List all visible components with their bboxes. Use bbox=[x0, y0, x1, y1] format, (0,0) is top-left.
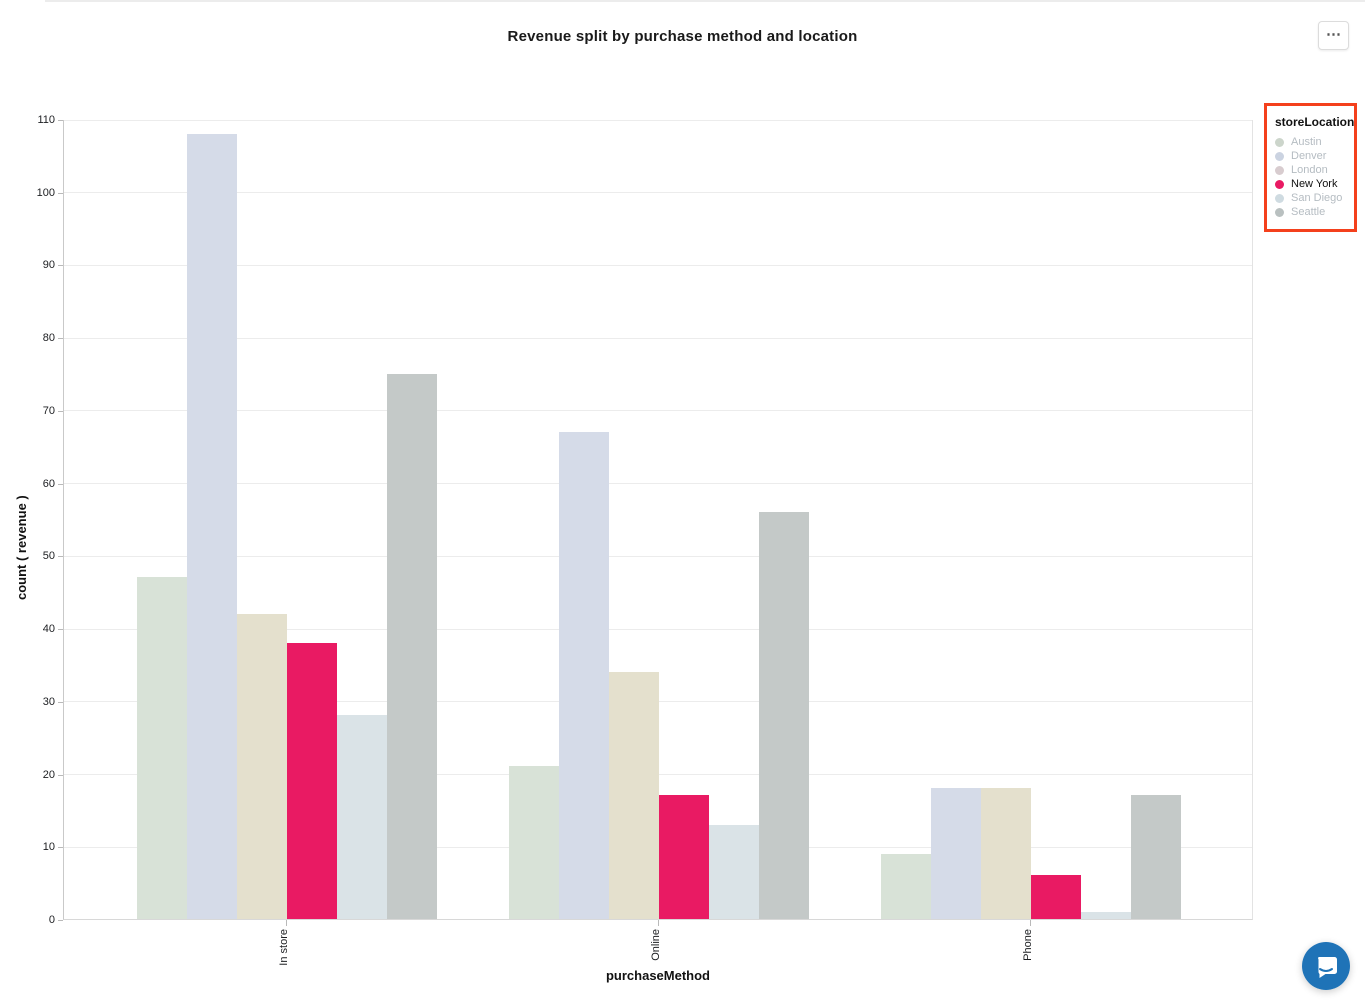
legend-swatch bbox=[1275, 137, 1284, 147]
x-axis-title: purchaseMethod bbox=[605, 968, 710, 983]
y-gridline bbox=[64, 264, 1252, 266]
chat-bubble-icon bbox=[1302, 942, 1350, 990]
legend-swatch bbox=[1275, 151, 1284, 161]
legend-items: Austin Denver London New York San Diego Seatt… bbox=[1275, 135, 1346, 219]
legend-swatch bbox=[1275, 165, 1284, 175]
legend-swatch bbox=[1275, 207, 1284, 217]
y-gridline bbox=[64, 555, 1252, 557]
bar-london-online[interactable] bbox=[609, 671, 659, 919]
y-tick-label: 110 bbox=[37, 114, 55, 126]
legend-item-label: New York bbox=[1291, 178, 1338, 190]
ellipsis-icon: ⋯ bbox=[1326, 26, 1341, 43]
y-tick-mark bbox=[58, 120, 63, 121]
y-tick-label: 40 bbox=[42, 623, 55, 636]
bar-new-york-online[interactable] bbox=[659, 795, 709, 919]
y-tick-mark bbox=[58, 192, 63, 194]
y-tick-mark bbox=[58, 701, 63, 703]
y-tick-mark bbox=[58, 774, 63, 776]
bar-london-phone[interactable] bbox=[981, 788, 1031, 919]
y-tick-label: 20 bbox=[42, 768, 55, 781]
legend-item-san-diego[interactable]: San Diego bbox=[1275, 191, 1346, 205]
y-tick-label: 60 bbox=[42, 477, 55, 490]
y-tick-label: 90 bbox=[42, 259, 55, 272]
y-tick-label: 0 bbox=[48, 914, 55, 926]
legend-swatch bbox=[1275, 179, 1284, 189]
y-gridline bbox=[64, 192, 1252, 194]
plot-area bbox=[63, 119, 1253, 920]
legend-item-denver[interactable]: Denver bbox=[1275, 149, 1346, 163]
x-tick-mark bbox=[286, 920, 287, 926]
page-title: Revenue split by purchase method and loc… bbox=[507, 28, 858, 45]
legend-item-label: Denver bbox=[1291, 150, 1327, 162]
y-tick-label: 10 bbox=[42, 841, 55, 854]
y-gridline bbox=[64, 410, 1252, 412]
more-options-button[interactable]: ⋯ bbox=[1318, 21, 1349, 50]
legend-item-london[interactable]: London bbox=[1275, 163, 1346, 177]
y-gridline bbox=[64, 483, 1252, 485]
legend-item-seattle[interactable]: Seattle bbox=[1275, 205, 1346, 219]
bar-denver-phone[interactable] bbox=[931, 788, 981, 919]
bar-denver-online[interactable] bbox=[559, 431, 609, 919]
y-gridline bbox=[64, 119, 1252, 121]
legend-swatch bbox=[1275, 193, 1284, 203]
y-tick-label: 50 bbox=[42, 550, 55, 563]
y-tick-label: 70 bbox=[42, 404, 55, 417]
y-tick-mark bbox=[58, 483, 63, 485]
bar-seattle-online[interactable] bbox=[759, 511, 809, 919]
y-gridline bbox=[64, 337, 1252, 339]
y-gridline bbox=[64, 628, 1252, 630]
bar-new-york-phone[interactable] bbox=[1031, 875, 1081, 919]
legend-item-label: Seattle bbox=[1291, 206, 1326, 218]
y-tick-label: 30 bbox=[42, 695, 55, 708]
legend: storeLocation Austin Denver London New York… bbox=[1264, 103, 1357, 232]
y-tick-mark bbox=[58, 410, 63, 412]
top-divider bbox=[45, 0, 1365, 2]
y-tick-mark bbox=[58, 847, 63, 849]
y-tick-mark bbox=[58, 556, 63, 558]
bar-seattle-phone[interactable] bbox=[1131, 795, 1181, 919]
chat-launcher-button[interactable] bbox=[1302, 942, 1350, 990]
legend-item-new-york[interactable]: New York bbox=[1275, 177, 1346, 191]
legend-item-label: Austin bbox=[1291, 136, 1322, 148]
x-tick-label: In store bbox=[278, 929, 290, 966]
y-axis-title: count ( revenue ) bbox=[14, 495, 29, 600]
bar-austin-in-store[interactable] bbox=[137, 577, 187, 919]
y-tick-label: 100 bbox=[36, 186, 55, 199]
legend-item-label: San Diego bbox=[1291, 192, 1343, 204]
x-tick-label: Online bbox=[650, 929, 662, 961]
bar-new-york-in-store[interactable] bbox=[287, 642, 337, 919]
legend-item-austin[interactable]: Austin bbox=[1275, 135, 1346, 149]
bar-san-diego-online[interactable] bbox=[709, 824, 759, 919]
y-tick-mark bbox=[58, 920, 63, 921]
y-tick-label: 80 bbox=[42, 332, 55, 345]
bar-austin-online[interactable] bbox=[509, 766, 559, 919]
x-tick-mark bbox=[1030, 920, 1031, 926]
y-tick-mark bbox=[58, 265, 63, 267]
legend-title: storeLocation bbox=[1275, 115, 1355, 129]
bar-austin-phone[interactable] bbox=[881, 853, 931, 919]
bar-seattle-in-store[interactable] bbox=[387, 373, 437, 919]
bar-denver-in-store[interactable] bbox=[187, 133, 237, 919]
x-tick-label: Phone bbox=[1022, 929, 1034, 961]
bar-london-in-store[interactable] bbox=[237, 613, 287, 919]
bar-san-diego-phone[interactable] bbox=[1081, 911, 1131, 919]
y-tick-mark bbox=[58, 629, 63, 631]
x-tick-mark bbox=[658, 920, 659, 926]
y-tick-mark bbox=[58, 338, 63, 340]
legend-item-label: London bbox=[1291, 164, 1328, 176]
bar-san-diego-in-store[interactable] bbox=[337, 715, 387, 919]
